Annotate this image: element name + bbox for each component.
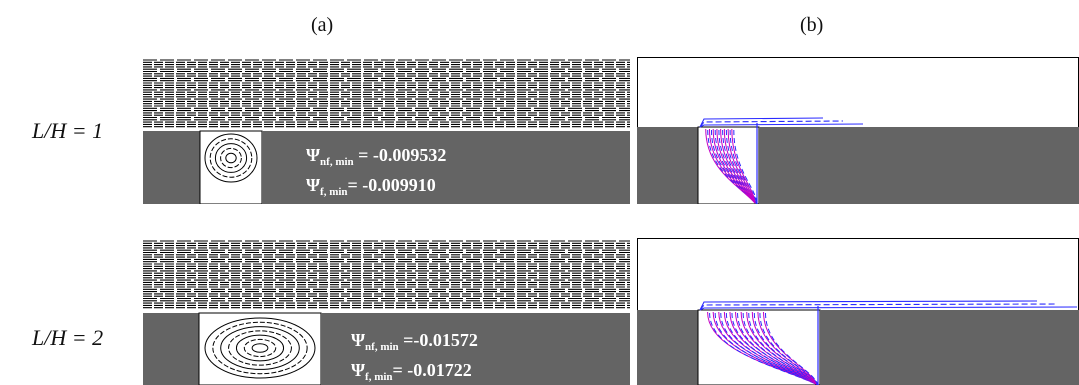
isotherm <box>699 300 1038 311</box>
isotherm <box>722 129 758 204</box>
isotherm <box>748 312 819 385</box>
isotherm <box>699 123 864 128</box>
streamline <box>220 326 300 370</box>
psi-f-annotation-1: Ψf, min= -0.009910 <box>306 175 436 198</box>
streamline <box>228 330 292 366</box>
isotherm <box>731 128 756 204</box>
isotherm <box>729 129 758 204</box>
streamline <box>212 321 308 375</box>
cavity <box>198 312 322 385</box>
isotherm <box>725 312 819 385</box>
isotherm <box>725 129 758 204</box>
streamline <box>243 338 277 358</box>
streamline <box>225 152 237 164</box>
streamlines-plot-2: Ψnf, min =-0.01572 Ψf, min= -0.01722 <box>143 238 630 385</box>
isotherm <box>765 312 819 385</box>
streamline <box>204 317 316 379</box>
isotherm-lines <box>699 117 864 204</box>
panel-label-b: (b) <box>800 14 824 36</box>
solid-block-right <box>759 127 1079 204</box>
streamlines-plot-1: Ψnf, min = -0.009532 Ψf, min= -0.009910 <box>143 57 630 204</box>
row-label-1: L/H = 1 <box>32 118 104 143</box>
isotherm-lines <box>699 300 1078 385</box>
isotherm <box>699 117 824 128</box>
solid-block-right <box>820 310 1079 385</box>
psi-nf-annotation-1: Ψnf, min = -0.009532 <box>306 145 446 168</box>
streamline <box>214 143 248 173</box>
cavity-vortex <box>204 317 316 379</box>
panel-label-a: (a) <box>311 14 334 36</box>
isotherm <box>733 129 758 204</box>
streamline-band <box>143 240 630 309</box>
streamline <box>204 133 258 183</box>
solid-block-left <box>637 310 698 385</box>
isotherm <box>763 311 817 385</box>
isotherm <box>746 311 817 385</box>
solid-block-right <box>321 313 630 385</box>
row-label-2: L/H = 2 <box>32 325 104 350</box>
cavity-vortex <box>204 133 258 183</box>
isotherms-plot-2 <box>637 238 1079 385</box>
psi-nf-annotation-2: Ψnf, min =-0.01572 <box>351 330 478 353</box>
streamline-band <box>143 59 630 128</box>
isotherm <box>737 312 819 385</box>
psi-f-annotation-2: Ψf, min= -0.01722 <box>351 360 472 383</box>
isotherm <box>718 129 758 204</box>
isotherms-plot-1 <box>637 57 1079 204</box>
streamline <box>220 147 242 169</box>
streamline <box>235 334 285 362</box>
streamline <box>209 138 253 178</box>
solid-block-left <box>143 313 199 385</box>
isotherm <box>699 306 1078 311</box>
streamline <box>251 343 269 353</box>
solid-block-left <box>143 131 200 204</box>
solid-block-right <box>262 131 630 204</box>
solid-block-left <box>637 127 698 204</box>
